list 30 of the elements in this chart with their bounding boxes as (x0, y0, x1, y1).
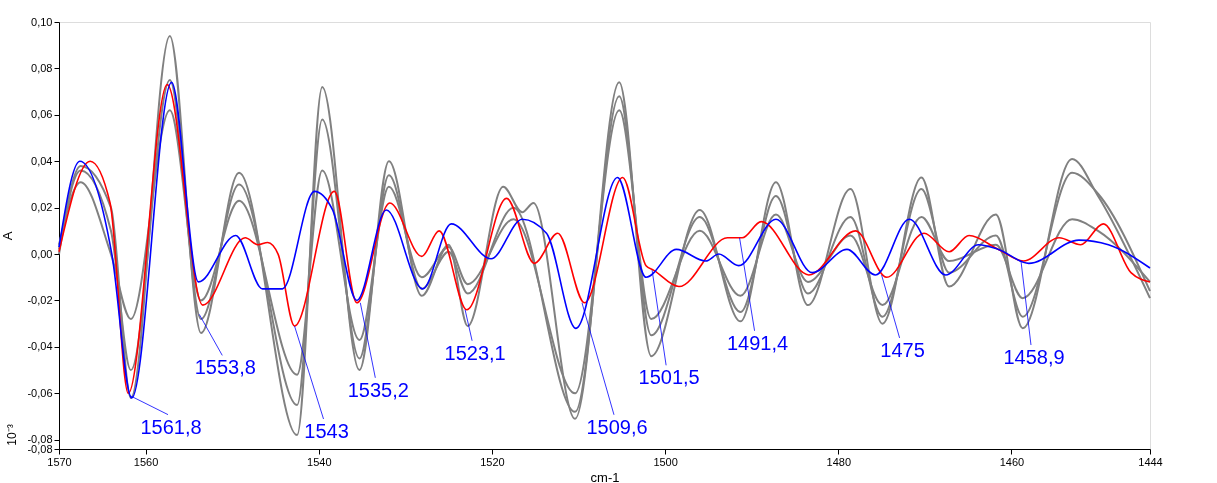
annotation: 1561,8 (140, 415, 202, 438)
x-tick-label: 1560 (133, 455, 159, 468)
x-tick-label: 1540 (307, 455, 332, 468)
annotation: 1501,5 (638, 366, 700, 389)
y-tick-label: 0,08 (31, 61, 53, 74)
y-tick-label: 0,00 (31, 247, 53, 260)
annotation: 1543 (304, 420, 349, 443)
annotation: 1475 (880, 338, 925, 361)
x-axis-title: cm-1 (590, 469, 620, 483)
x-tick-label: 1444 (1138, 455, 1163, 468)
y-tick-label: 0,04 (31, 154, 53, 167)
x-tick-label: 1500 (653, 455, 678, 468)
annotation: 1491,4 (726, 331, 789, 354)
x-tick-label: 1460 (999, 455, 1025, 468)
y-tick-label: -0,04 (27, 340, 53, 353)
y-tick-label: 0,02 (31, 201, 53, 214)
y-tick-label: 0,06 (31, 108, 53, 121)
annotation: 1535,2 (347, 378, 409, 401)
text: 10⁻³ (5, 424, 19, 446)
annotation: 1458,9 (1003, 346, 1065, 369)
x-tick-label: 1480 (826, 455, 852, 468)
annotation: 1523,1 (444, 341, 506, 364)
x-tick-label: 1520 (480, 455, 505, 468)
y-tick-label: 0,10 (31, 15, 53, 28)
annotation: 1553,8 (194, 356, 256, 379)
x-tick-label: 1570 (47, 455, 72, 468)
annotation: 1509,6 (586, 415, 648, 438)
y-tick-label: -0,02 (27, 293, 53, 306)
y-axis-title: A (0, 231, 16, 241)
y-tick-label: -0,06 (27, 386, 53, 399)
